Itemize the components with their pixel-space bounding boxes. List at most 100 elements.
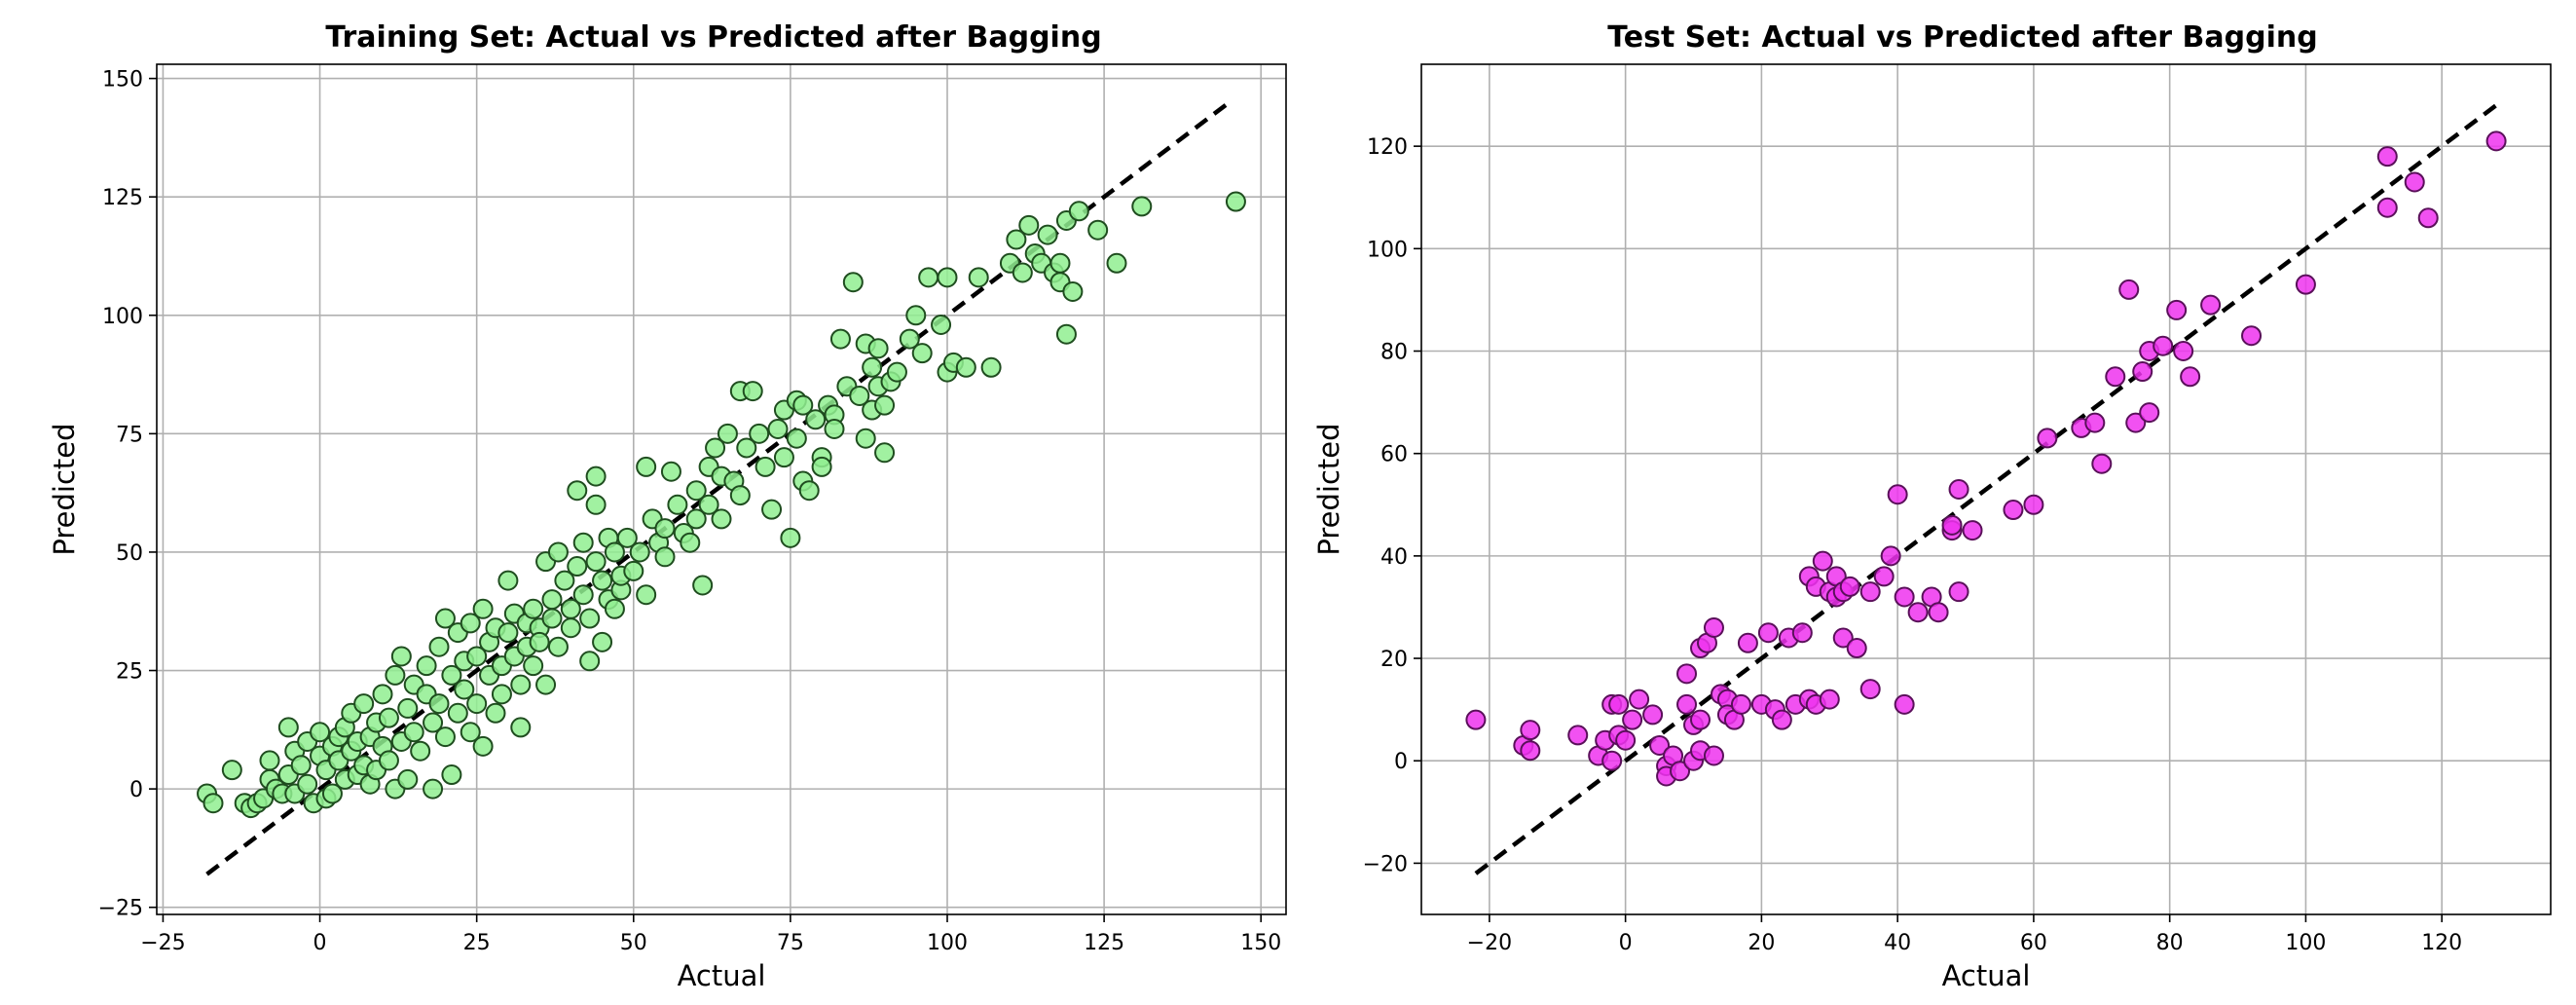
test-data-point — [1730, 693, 1751, 715]
training-data-point — [886, 361, 907, 383]
training-data-point — [592, 570, 613, 591]
training-data-point — [824, 418, 845, 439]
training-data-point — [491, 684, 512, 705]
training-data-point — [321, 783, 343, 804]
training-x-tick-label: 50 — [620, 931, 647, 955]
training-data-point — [654, 546, 676, 568]
test-data-point — [1771, 709, 1792, 730]
training-data-point — [623, 560, 644, 581]
test-data-point — [1608, 693, 1630, 715]
test-data-point — [1832, 627, 1854, 649]
test-y-axis-label: Predicted — [1312, 423, 1345, 555]
test-data-point — [2485, 130, 2507, 152]
test-y-tick-label: 20 — [1380, 648, 1408, 672]
training-data-point — [523, 655, 544, 677]
test-data-point — [1670, 761, 1691, 782]
training-data-point — [310, 722, 331, 743]
training-data-point — [585, 551, 607, 573]
training-data-point — [811, 456, 832, 477]
training-data-point — [1037, 224, 1058, 245]
training-data-point — [416, 655, 437, 677]
training-data-point — [441, 664, 462, 686]
training-data-point — [403, 722, 424, 743]
training-data-point — [466, 693, 488, 715]
training-data-point — [541, 589, 563, 611]
training-data-point — [434, 608, 456, 629]
training-data-point — [579, 608, 601, 629]
training-data-point — [372, 684, 393, 705]
training-y-tick-label: 0 — [129, 778, 143, 802]
training-data-point — [980, 356, 1002, 378]
test-data-point — [1629, 689, 1650, 710]
test-data-point — [2023, 494, 2044, 515]
test-data-point — [2132, 361, 2153, 383]
training-chart: Training Set: Actual vs Predicted after … — [48, 20, 1287, 992]
training-data-point — [729, 485, 751, 506]
training-data-point — [805, 409, 827, 430]
training-data-point — [460, 613, 481, 634]
test-data-point — [1887, 484, 1908, 505]
training-data-point — [560, 617, 581, 639]
training-data-point — [742, 381, 763, 402]
training-data-point — [685, 480, 707, 502]
training-data-point — [497, 622, 519, 644]
training-data-point — [918, 267, 939, 288]
test-x-tick-label: 40 — [1884, 931, 1911, 955]
training-plot-frame — [156, 63, 1287, 915]
training-data-point — [636, 456, 657, 477]
training-data-point — [472, 598, 494, 619]
test-data-point — [2118, 279, 2140, 300]
test-data-point — [1690, 709, 1711, 730]
training-y-tick-label: 75 — [116, 423, 143, 447]
training-data-point — [378, 750, 399, 771]
test-data-point — [2125, 412, 2147, 433]
training-data-point — [460, 722, 481, 743]
training-data-point — [1225, 191, 1246, 212]
training-data-point — [654, 518, 676, 540]
test-data-point — [2153, 335, 2174, 356]
test-data-point — [1880, 545, 1901, 567]
training-y-tick-label: 50 — [116, 541, 143, 566]
test-y-tick-label: −20 — [1363, 852, 1408, 876]
training-data-point — [874, 442, 896, 464]
test-data-point — [1567, 725, 1589, 746]
training-data-point — [290, 755, 312, 776]
test-data-point — [1642, 704, 1664, 726]
training-data-point — [767, 418, 789, 439]
test-data-point — [1465, 709, 1487, 730]
test-data-point — [1941, 514, 1963, 536]
training-data-point — [390, 646, 412, 667]
test-data-point — [2417, 207, 2439, 229]
training-data-point — [378, 707, 399, 728]
test-data-point — [1757, 622, 1779, 644]
training-data-point — [629, 541, 650, 563]
test-data-point — [1791, 622, 1813, 644]
test-chart-title: Test Set: Actual vs Predicted after Bagg… — [1607, 20, 2317, 55]
test-data-point — [2200, 294, 2222, 316]
training-points — [197, 191, 1246, 819]
training-x-tick-label: 0 — [313, 931, 327, 955]
test-data-point — [1859, 581, 1881, 603]
test-data-point — [2139, 402, 2160, 424]
training-data-point — [1106, 252, 1127, 274]
training-data-point — [1068, 201, 1089, 222]
training-data-point — [798, 480, 820, 502]
test-points — [1465, 130, 2507, 787]
training-data-point — [466, 646, 488, 667]
test-data-point — [2376, 197, 2398, 218]
training-data-point — [397, 768, 419, 790]
training-data-point — [529, 631, 550, 652]
test-y-tick-label: 0 — [1394, 750, 1408, 774]
test-y-tick-label: 120 — [1367, 135, 1408, 160]
training-data-point — [485, 702, 506, 724]
training-data-point — [855, 428, 876, 449]
training-data-point — [353, 693, 375, 715]
test-y-tick-label: 60 — [1380, 443, 1408, 467]
test-data-point — [1703, 745, 1724, 766]
training-data-point — [202, 793, 224, 814]
training-data-point — [385, 664, 406, 686]
training-data-point — [585, 465, 607, 487]
test-data-point — [2404, 171, 2425, 193]
test-y-tick-label: 40 — [1380, 545, 1408, 570]
training-data-point — [698, 494, 719, 515]
